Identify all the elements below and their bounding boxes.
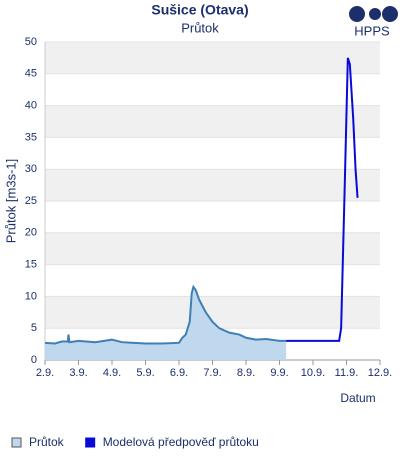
y-tick-label: 25 — [25, 195, 37, 207]
y-tick-label: 0 — [31, 354, 37, 366]
x-tick-label: 8.9. — [237, 367, 255, 379]
y-tick-label: 50 — [25, 36, 37, 48]
logo-text: HPPS — [354, 23, 390, 38]
x-tick-label: 5.9. — [136, 367, 154, 379]
grid-band — [45, 42, 380, 74]
line — [286, 57, 359, 342]
x-tick-label: 6.9. — [170, 367, 188, 379]
x-tick-label: 4.9. — [103, 367, 121, 379]
y-tick-label: 40 — [25, 100, 37, 112]
logo-dot — [349, 6, 365, 22]
legend-swatch — [85, 437, 96, 448]
x-tick-label: 3.9. — [69, 367, 87, 379]
y-tick-label: 20 — [25, 227, 37, 239]
x-tick-label: 10.9. — [301, 367, 325, 379]
grid-band — [45, 232, 380, 265]
grid-band — [45, 169, 380, 201]
x-tick-label: 2.9. — [36, 367, 54, 379]
legend-swatch — [11, 437, 22, 448]
x-tick-label: 7.9. — [203, 367, 221, 379]
y-tick-label: 35 — [25, 131, 37, 143]
x-tick-label: 9.9. — [270, 367, 288, 379]
y-axis-label: Průtok [m3s-1] — [3, 159, 18, 244]
x-axis-label: Datum — [340, 391, 375, 405]
line — [44, 284, 287, 345]
logo-dot — [382, 6, 398, 22]
chart-title: Sušice (Otava) — [151, 2, 248, 18]
logo-dot — [369, 8, 381, 20]
chart-subtitle: Průtok — [181, 20, 219, 35]
area — [45, 286, 287, 360]
x-tick-label: 12.9. — [368, 367, 392, 379]
x-tick-label: 11.9. — [335, 367, 359, 379]
y-tick-label: 15 — [25, 259, 37, 271]
grid-band — [45, 105, 380, 138]
y-tick-label: 45 — [25, 68, 37, 80]
y-tick-label: 5 — [31, 322, 37, 334]
y-tick-label: 10 — [25, 290, 37, 302]
legend-label: Průtok — [29, 435, 65, 449]
y-tick-label: 30 — [25, 163, 37, 175]
legend-label: Modelová předpověď průtoku — [103, 435, 259, 449]
logo — [349, 6, 398, 22]
